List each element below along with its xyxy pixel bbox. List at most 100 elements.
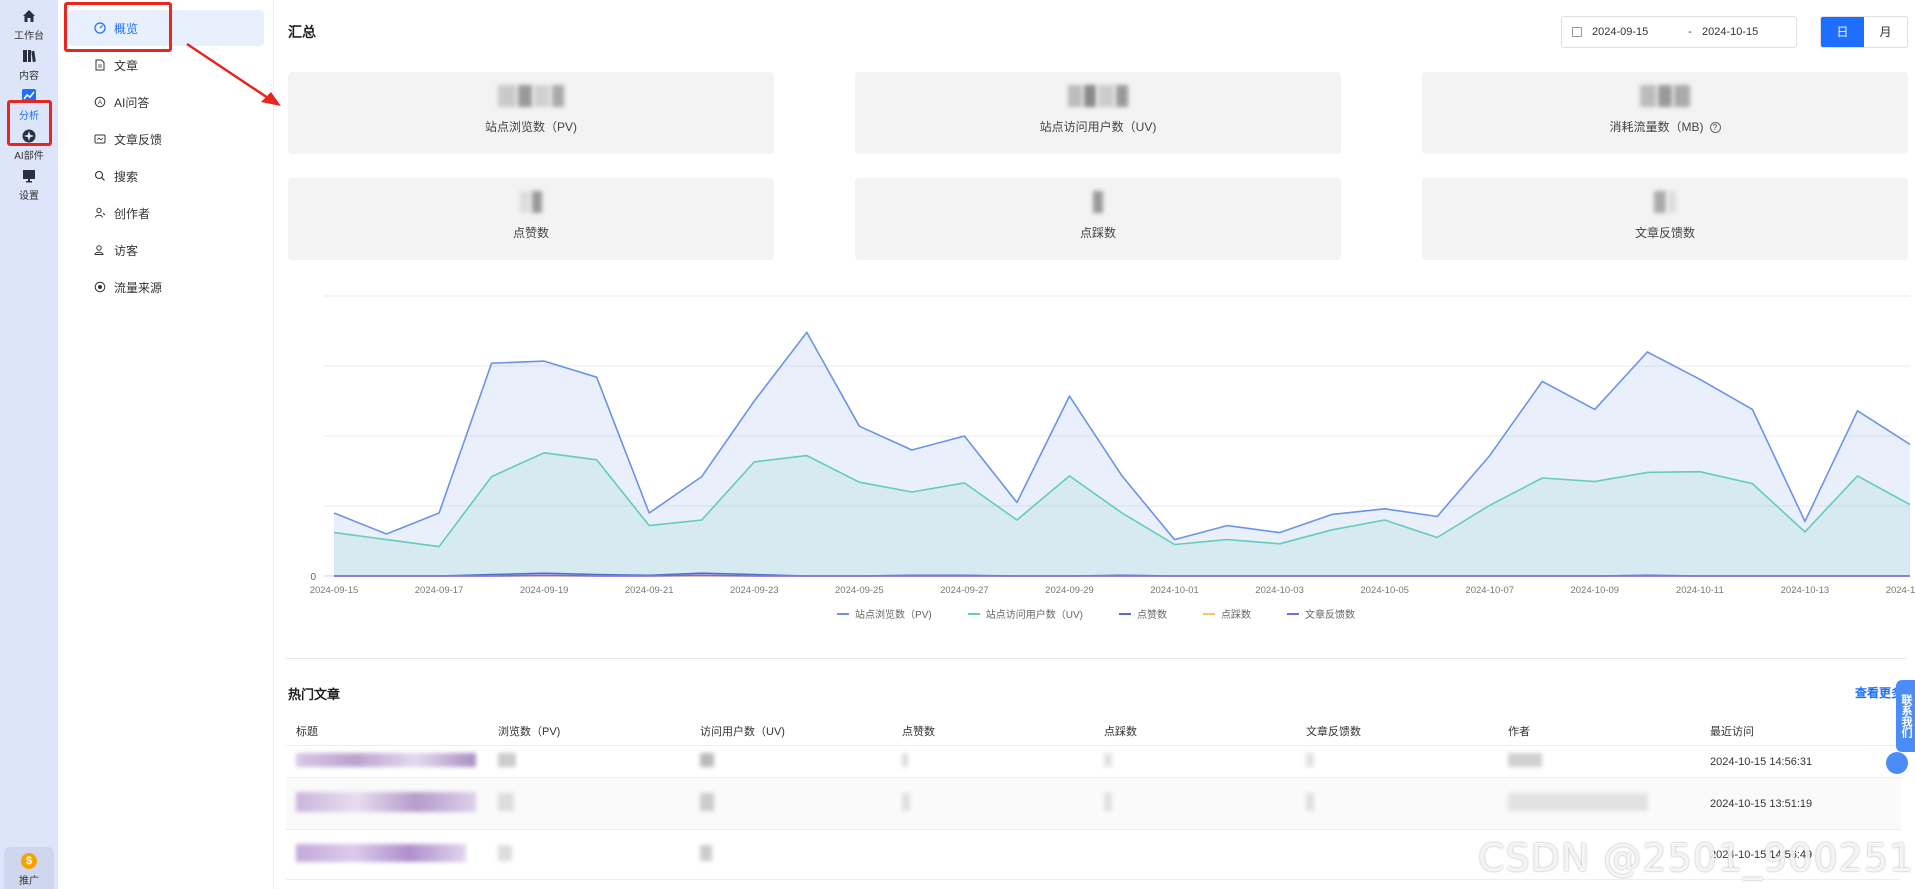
column-header-author[interactable]: 作者 [1508,725,1530,738]
subnav-item-ai-qa[interactable]: A AI问答 [68,84,264,120]
subnav-item-creators[interactable]: 创作者 [68,195,264,231]
annotation-arrow [186,42,281,106]
legend-item-feedback[interactable]: 文章反馈数 [1286,606,1355,621]
subnav-item-overview[interactable]: 概览 [68,10,264,46]
feedback-icon [94,134,106,144]
rail-item-content[interactable]: 内容 [0,42,58,86]
stat-card-feedback: 文章反馈数 [1422,178,1908,260]
legend-item-uv[interactable]: 站点访问用户数（UV) [967,606,1083,621]
rail-item-ai-widgets[interactable]: AI部件 [0,122,58,166]
series-line-0 [333,331,1911,541]
subnav-item-traffic-sources[interactable]: 流量来源 [68,269,264,305]
search-icon [94,170,105,181]
stat-label: 站点访问用户数（UV) [1039,120,1157,134]
series-area-1 [334,452,1910,576]
series-line-4 [334,574,1910,577]
hot-articles-table: 标题 浏览数（PV) 访问用户数（UV) 点赞数 点踩数 文章反馈数 作者 最近… [286,716,1901,880]
x-tick-label: 2024-10-01 [1150,585,1199,596]
column-header-last-visit[interactable]: 最近访问 [1710,725,1754,738]
date-range-picker[interactable]: 2024-09-15 - 2024-10-15 [1561,16,1797,48]
stat-card-uv: 站点访问用户数（UV) [855,72,1341,154]
chart-legend: 站点浏览数（PV) 站点访问用户数（UV) 点赞数 点踩数 文章反馈数 [286,606,1906,621]
table-header: 标题 浏览数（PV) 访问用户数（UV) 点赞数 点踩数 文章反馈数 作者 最近… [286,716,1901,746]
coin-icon: $ [21,853,37,869]
stat-card-pv: 站点浏览数（PV) [288,72,774,154]
rail-item-settings[interactable]: 设置 [0,162,58,206]
stat-label: 消耗流量数（MB)? [1422,118,1908,135]
chat-bubble-icon[interactable] [1886,752,1908,774]
legend-item-likes[interactable]: 点赞数 [1118,606,1167,621]
x-tick-label: 2024-10-11 [1676,585,1724,596]
x-tick-label: 2024-10-03 [1255,585,1304,596]
series-line-1 [333,452,1911,548]
column-header-feedback[interactable]: 文章反馈数 [1306,725,1361,738]
column-header-pv[interactable]: 浏览数（PV) [498,725,561,738]
stat-value-redacted [1422,191,1908,213]
column-header-title[interactable]: 标题 [296,725,318,738]
legend-item-pv[interactable]: 站点浏览数（PV) [837,606,932,621]
rail-item-promotion[interactable]: $ 推广 [4,847,54,889]
stat-label: 点踩数 [1079,226,1116,240]
subnav-item-visitors[interactable]: 访客 [68,232,264,268]
stat-value-redacted [288,191,774,213]
rail-item-workbench[interactable]: 工作台 [0,2,58,46]
cell-title-redacted[interactable] [286,792,488,815]
subnav-item-search[interactable]: 搜索 [68,158,264,194]
x-tick-label: 2024-09-29 [1045,585,1094,596]
cell-title-redacted[interactable] [286,753,488,770]
stat-value-redacted [855,85,1341,107]
cell-last-visit: 2024-10-15 14:56:49 [1710,848,1813,861]
x-tick-label: 2024-09-25 [835,585,884,596]
svg-text:A: A [98,100,102,106]
stat-label: 点赞数 [512,226,549,240]
summary-title: 汇总 [288,24,316,40]
watermark: CSDN @2501_90025178 [1478,836,1915,880]
column-header-likes[interactable]: 点赞数 [902,725,935,738]
series-area-0 [334,332,1910,576]
column-header-dislikes[interactable]: 点踩数 [1104,725,1137,738]
table-row[interactable]: 2024-10-15 14:56:49 [286,830,1901,880]
subnav-item-articles[interactable]: 文章 [68,47,264,83]
x-tick-label: 2024-10-15 [1886,585,1915,596]
date-separator: - [1688,26,1692,38]
granularity-month-button[interactable]: 月 [1879,25,1892,39]
x-tick-label: 2024-09-21 [625,585,674,596]
subnav-item-article-feedback[interactable]: 文章反馈 [68,121,264,157]
x-tick-label: 2024-09-27 [940,585,989,596]
granularity-day-button[interactable]: 日 [1821,17,1864,47]
table-row[interactable]: 2024-10-15 14:56:31 [286,746,1901,778]
stat-value-redacted [288,85,774,107]
cell-title-redacted[interactable] [286,844,488,865]
trend-chart: 0 2024-09-15 2024-09-17 2024-09-19 2024-09-2… [310,295,1915,596]
legend-item-dislikes[interactable]: 点踩数 [1202,606,1251,621]
stat-value-redacted [1422,85,1908,107]
x-tick-label: 2024-09-23 [730,585,779,596]
stat-label: 文章反馈数 [1634,226,1695,240]
stat-label: 站点浏览数（PV) [484,120,577,134]
rail-item-analytics[interactable]: 分析 [0,82,58,126]
x-tick-label: 2024-10-13 [1781,585,1830,596]
contact-us-tab[interactable]: 联系我们 [1896,680,1915,752]
home-icon [23,10,35,22]
date-end[interactable]: 2024-10-15 [1702,26,1759,38]
stat-value-redacted [855,191,1341,213]
primary-rail: 工作台 内容 分析 AI部件 设置 $ 推广 [0,0,58,889]
monitor-icon [23,170,35,183]
stat-card-likes: 点赞数 [288,178,774,260]
cell-last-visit: 2024-10-15 14:56:31 [1710,755,1813,768]
granularity-toggle: 日 月 [1820,16,1908,48]
stat-card-traffic: 消耗流量数（MB)? [1422,72,1908,154]
secondary-sidebar: 概览 文章 A AI问答 文章反馈 搜索 创作者 访客 流量来源 [58,0,274,889]
table-row[interactable]: 2024-10-15 13:51:19 [286,778,1901,830]
creator-icon [95,207,106,218]
help-icon[interactable]: ? [1709,122,1721,134]
date-start[interactable]: 2024-09-15 [1592,26,1649,38]
gauge-icon [94,22,106,34]
view-more-link[interactable]: 查看更多 [1855,686,1904,700]
hot-articles-title: 热门文章 [288,687,341,702]
column-header-uv[interactable]: 访问用户数（UV) [700,725,785,738]
x-tick-label: 2024-10-09 [1570,585,1619,596]
traffic-source-icon [94,281,106,293]
cell-last-visit: 2024-10-15 13:51:19 [1710,797,1813,810]
